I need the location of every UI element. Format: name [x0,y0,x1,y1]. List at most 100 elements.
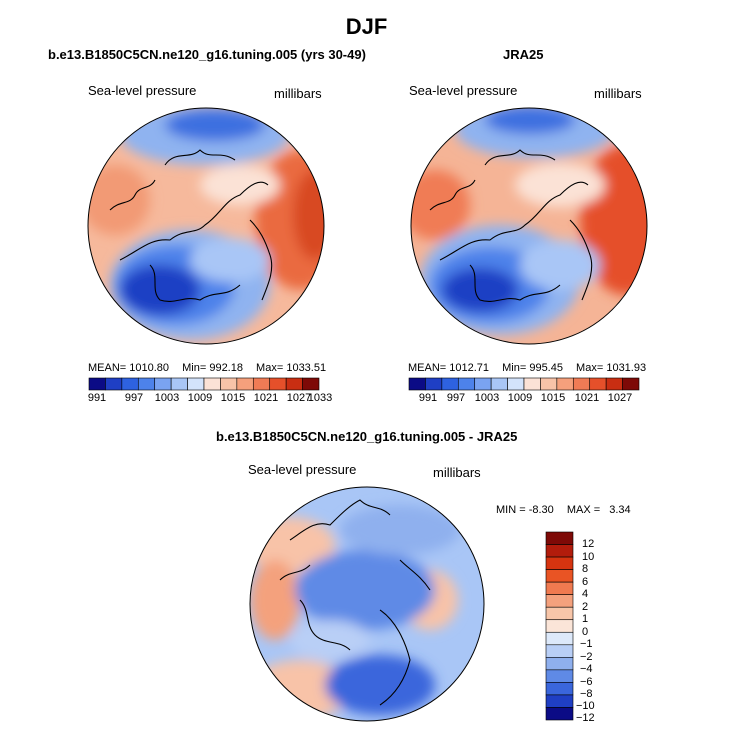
colorbar-swatch [121,377,139,391]
colorbar-swatch [545,569,574,583]
colorbar-swatch [474,377,492,391]
cb1-tick: 1021 [253,392,279,404]
cb2-tick: 1009 [507,392,533,404]
colorbar-swatch [545,631,574,646]
panel-3-min-value: -8.30 [528,504,554,516]
colorbar-swatch [220,377,238,391]
panel-3-variable: Sea-level pressure [248,462,357,477]
colorbar-swatch [545,669,574,683]
cb1-tick: 1009 [187,392,213,404]
colorbar-swatch [556,377,574,391]
colorbar-swatch [88,377,106,391]
cb3-tick: 4 [582,588,589,600]
panel-2-max-value: 1031.93 [606,362,647,374]
colorbar-swatch [302,377,320,391]
panel-1-min-value: 992.18 [209,362,243,374]
colorbar-swatch [523,377,541,391]
cb3-tick: −4 [580,663,593,675]
colorbar-swatch [545,682,574,696]
cb3-tick: −2 [580,651,593,663]
colorbar-swatch [269,377,287,391]
panel-1-min-label: Min= [182,362,207,374]
cb1-tick: 991 [87,392,107,404]
figure-title: DJF [345,14,388,39]
cb2-tick: 1027 [607,392,633,404]
panel-2-mean-label: MEAN= [408,362,447,374]
colorbar-swatch [490,377,508,391]
colorbar-swatch [545,694,574,708]
colorbar-swatch [154,377,172,391]
colorbar-swatch [441,377,459,391]
panel-2-colorbar [408,377,640,391]
colorbar-swatch [170,377,188,391]
panel-1-map [88,108,324,344]
panel-2-min-label: Min= [502,362,527,374]
colorbar-swatch [425,377,443,391]
colorbar-swatch [545,619,574,633]
cb1-tick: 1003 [154,392,180,404]
cb3-tick: 2 [582,601,589,613]
panel-2-mean-value: 1012.71 [449,362,490,374]
cb1-tick: 1027 [286,392,312,404]
panel-1-stats: MEAN= 1010.80 Min= 992.18 Max= 1033.51 [88,362,326,374]
colorbar-swatch [545,556,574,570]
panel-3-max-value: 3.34 [609,504,631,516]
colorbar-swatch [545,644,574,658]
cb3-tick: 1 [582,613,589,625]
colorbar-swatch [545,707,574,721]
panel-2-units: millibars [594,86,642,101]
panel-3-map [250,487,484,721]
colorbar-swatch [545,594,574,608]
colorbar-swatch [540,377,558,391]
colorbar-swatch [545,606,574,621]
cb3-tick: 0 [582,626,589,638]
colorbar-swatch [507,377,525,391]
panel-3-units: millibars [433,465,481,480]
colorbar-swatch [545,531,574,545]
cb1-tick: 997 [124,392,144,404]
colorbar-swatch [408,377,426,391]
colorbar-swatch [187,377,205,391]
panel-1-colorbar [88,377,320,391]
cb2-tick: 997 [446,392,466,404]
cb3-tick: 10 [582,551,595,563]
colorbar-swatch [545,544,574,558]
cb3-tick: −8 [580,688,593,700]
colorbar-swatch [236,377,254,391]
panel-2-max-label: Max= [576,362,604,374]
cb3-tick: −10 [576,700,595,712]
colorbar-swatch [252,377,271,391]
colorbar-swatch [137,377,156,391]
panel-3-stats: MIN = -8.30 MAX = 3.34 [496,504,631,516]
panel-1-max-value: 1033.51 [286,362,327,374]
cb1-tick: 1015 [220,392,246,404]
cb3-tick: −1 [580,638,593,650]
panel-2-title: JRA25 [503,47,544,62]
colorbar-swatch [622,377,640,391]
colorbar-swatch [572,377,591,391]
cb3-tick: 6 [582,576,589,588]
panel-2-stats: MEAN= 1012.71 Min= 995.45 Max= 1031.93 [408,362,646,374]
colorbar-swatch [545,581,574,595]
colorbar-swatch [545,657,574,671]
panel-2-map [411,108,647,344]
cb3-tick: 8 [582,563,589,575]
colorbar-swatch [105,377,123,391]
panel-2-min-value: 995.45 [529,362,563,374]
cb2-tick: 991 [418,392,438,404]
panel-3-colorbar [545,531,574,721]
cb3-tick: 12 [582,538,595,550]
cb2-tick: 1015 [540,392,566,404]
panel-1-units: millibars [274,86,322,101]
panel-3-max-label: MAX = [566,504,601,516]
colorbar-swatch [203,377,221,391]
panel-2-variable: Sea-level pressure [409,83,518,98]
cb3-tick: −6 [580,676,593,688]
cb2-tick: 1021 [574,392,600,404]
panel-1-variable: Sea-level pressure [88,83,197,98]
colorbar-swatch [457,377,476,391]
cb2-tick: 1003 [474,392,500,404]
panel-1-mean-value: 1010.80 [129,362,170,374]
panel-1-title: b.e13.B1850C5CN.ne120_g16.tuning.005 (yr… [48,47,366,62]
